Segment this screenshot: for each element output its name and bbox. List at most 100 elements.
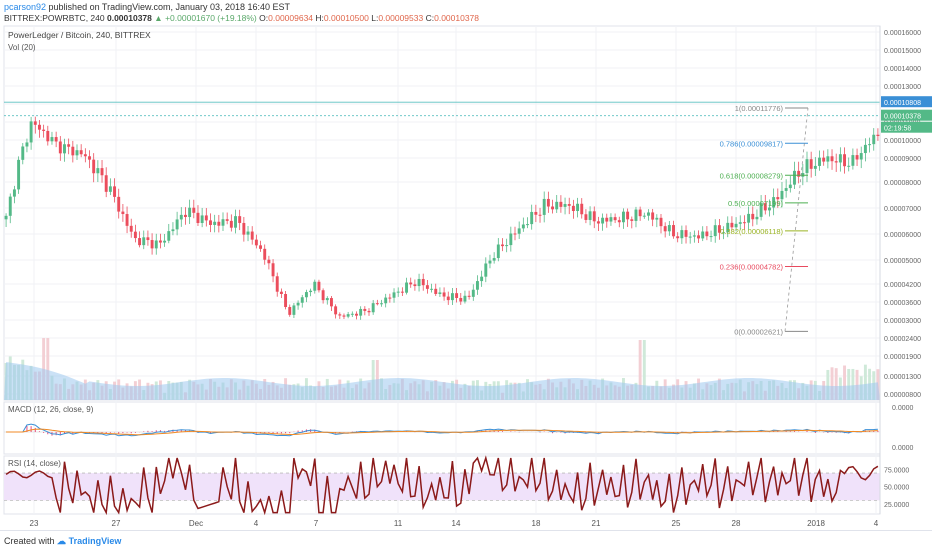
candle-body (534, 211, 538, 215)
candle-body (309, 290, 313, 293)
candle-body (113, 186, 117, 197)
candle-body (242, 222, 246, 235)
candle-body (734, 223, 738, 228)
candle-body (79, 150, 83, 155)
candle-body (146, 237, 150, 241)
candle-body (21, 146, 25, 160)
candle-body (818, 157, 821, 166)
candle-body (713, 225, 717, 237)
candle-body (188, 207, 192, 218)
y-tick-label: 0.00013000 (884, 84, 921, 91)
candle-body (58, 141, 62, 154)
tradingview-brand[interactable]: TradingView (68, 536, 122, 546)
candle-body (563, 204, 567, 207)
candle-body (659, 217, 663, 227)
candle-body (492, 258, 496, 261)
low-value: 0.00009533 (378, 13, 424, 23)
candle-body (847, 165, 851, 167)
candle-body (238, 216, 242, 223)
candle-body (304, 292, 308, 298)
y-tick-label: 0.00010000 (884, 138, 921, 145)
pane-labels: PowerLedger / Bitcoin, 240, BITTREX Vol (… (8, 30, 151, 468)
symbol-label: BITTREX:POWRBTC, 240 (4, 13, 105, 23)
y-tick-label: 0.00005000 (884, 258, 921, 265)
candle-body (250, 231, 254, 240)
candle-body (430, 288, 434, 290)
volume-bars (4, 338, 880, 400)
candle-body (37, 124, 41, 130)
chart-area[interactable]: 1(0.00011776) 0.786(0.00009817) 0.618(0.00… (0, 24, 932, 530)
candle-body (138, 238, 142, 246)
candle-body (759, 203, 763, 217)
candle-body (788, 184, 792, 189)
candle-body (705, 231, 709, 237)
candle-body (813, 165, 817, 169)
fib-trend-line (784, 107, 809, 332)
candle-body (780, 190, 784, 200)
price-tag-upper-text: 0.00010808 (884, 100, 921, 107)
candle-body (663, 226, 667, 232)
candle-body (63, 144, 66, 154)
candle-body (279, 291, 283, 294)
footer-text: Created with ☁ TradingView (4, 536, 121, 547)
y-tick-label: 0.00001900 (884, 354, 921, 361)
candle-body (25, 142, 29, 147)
y-tick-label: 0.00004200 (884, 282, 921, 289)
candle-body (551, 206, 555, 210)
x-tick-label: 28 (732, 519, 741, 528)
candle-body (350, 313, 354, 315)
candle-body (100, 168, 104, 176)
candle-body (834, 161, 838, 163)
candle-body (576, 203, 580, 212)
candle-body (296, 302, 300, 306)
candle-body (684, 230, 688, 237)
candle-body (263, 248, 267, 260)
countdown-tag (881, 121, 932, 133)
candle-body (346, 314, 350, 317)
candle-body (676, 236, 680, 239)
candle-body (567, 204, 571, 206)
countdown-text: 02:19:58 (884, 126, 911, 133)
candle-body (71, 146, 75, 156)
candle-body (363, 308, 367, 311)
y-tick-label: 0.00003600 (884, 300, 921, 307)
candle-body (709, 236, 713, 238)
candle-body (480, 276, 484, 282)
candle-body (209, 220, 212, 225)
candle-body (275, 276, 279, 292)
candle-body (325, 298, 329, 301)
candle-body (317, 281, 321, 291)
candle-body (334, 306, 338, 315)
candle-body (46, 130, 50, 142)
candle-body (75, 150, 79, 156)
candle-body (355, 313, 358, 316)
candle-body (246, 231, 250, 235)
candle-body (859, 153, 863, 160)
candle-body (409, 282, 413, 285)
fibonacci-levels: 1(0.00011776) 0.786(0.00009817) 0.618(0.00… (720, 104, 809, 336)
candle-body (92, 159, 96, 174)
macd-pane (4, 423, 880, 437)
candle-body (697, 235, 701, 239)
x-tick-label: 11 (394, 519, 403, 528)
candle-body (254, 239, 258, 246)
fib-level-label: 0.618(0.00008279) (720, 171, 784, 180)
candle-body (200, 215, 204, 224)
candle-body (571, 205, 575, 212)
candle-body (384, 297, 388, 304)
publish-line: pcarson92 published on TradingView.com, … (4, 2, 290, 12)
candle-body (484, 263, 488, 277)
candle-body (613, 217, 617, 221)
candle-body (158, 240, 162, 243)
candle-body (292, 305, 296, 315)
x-tick-label: Dec (189, 519, 203, 528)
candle-body (8, 196, 12, 216)
candle-body (542, 198, 546, 215)
chart-title: PowerLedger / Bitcoin, 240, BITTREX (8, 30, 151, 40)
candle-body (467, 295, 471, 297)
candle-body (584, 214, 588, 220)
volume-bar (46, 338, 50, 400)
fib-level-label: 0.382(0.00006118) (720, 227, 783, 236)
open-value: 0.00009634 (268, 13, 314, 23)
author-link[interactable]: pcarson92 (4, 2, 47, 12)
